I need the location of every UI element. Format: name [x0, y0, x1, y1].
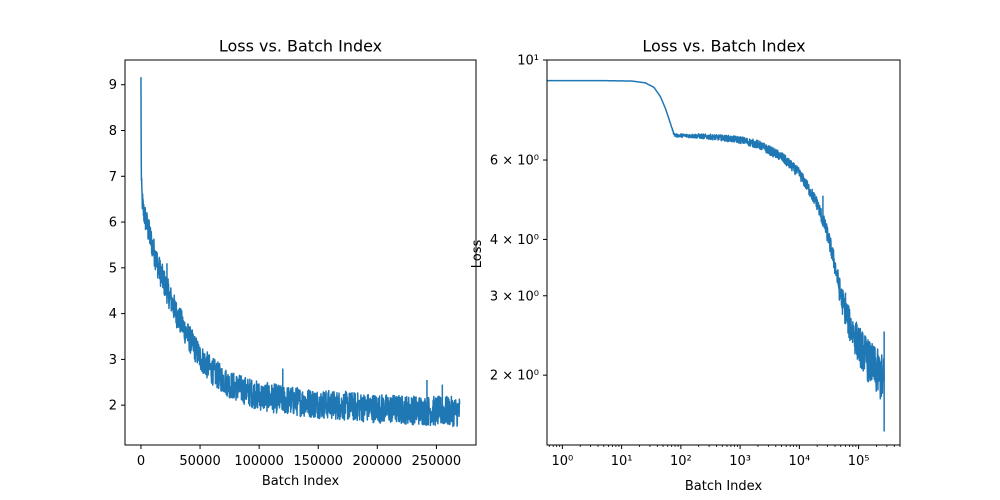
left-x-tick-label: 150000	[293, 454, 343, 469]
left-x-tick-label: 0	[137, 454, 145, 469]
left-y-tick-label: 2	[109, 399, 117, 414]
right-x-tick-label: 10⁰	[551, 454, 573, 469]
left-axes-frame	[124, 59, 477, 446]
right-y-tick-label: 6 × 10⁰	[490, 154, 539, 169]
left-chart: Loss vs. Batch Index 0 50000 100000 150000 2…	[109, 37, 477, 489]
left-y-tick-label: 7	[109, 170, 117, 185]
right-x-tick-label: 10¹	[611, 454, 633, 469]
right-y-ticks: 2 × 10⁰ 3 × 10⁰ 4 × 10⁰ 6 × 10⁰ 10¹	[490, 54, 547, 384]
right-x-tick-label: 10⁴	[788, 454, 810, 469]
right-y-tick-label: 10¹	[517, 54, 539, 69]
right-loss-series-line	[547, 79, 885, 400]
left-y-ticks: 2 3 4 5 6 7 8 9	[109, 78, 125, 414]
left-plot-area	[140, 77, 461, 428]
left-x-tick-label: 100000	[234, 454, 284, 469]
right-axes-frame	[546, 59, 901, 446]
right-y-tick-label: 2 × 10⁰	[490, 369, 539, 384]
right-plot-area	[547, 79, 885, 432]
left-chart-title: Loss vs. Batch Index	[219, 37, 382, 56]
right-chart-title: Loss vs. Batch Index	[642, 37, 805, 56]
right-y-axis-label: Loss	[470, 240, 485, 269]
left-y-tick-label: 6	[109, 216, 117, 231]
left-y-tick-label: 5	[109, 261, 117, 276]
left-y-tick-label: 9	[109, 78, 117, 93]
left-x-axis-label: Batch Index	[262, 474, 340, 489]
left-y-tick-label: 3	[109, 353, 117, 368]
left-x-tick-label: 200000	[352, 454, 402, 469]
right-x-axis-label: Batch Index	[685, 479, 763, 494]
right-y-tick-label: 4 × 10⁰	[490, 233, 539, 248]
left-loss-series-line	[140, 77, 461, 428]
right-x-tick-label: 10³	[729, 454, 751, 469]
right-x-tick-label: 10²	[670, 454, 692, 469]
right-x-ticks: 10⁰ 10¹ 10² 10³ 10⁴ 10⁵	[548, 445, 901, 469]
left-x-ticks: 0 50000 100000 150000 200000 250000	[137, 445, 461, 469]
right-y-tick-label: 3 × 10⁰	[490, 289, 539, 304]
left-y-tick-label: 4	[109, 307, 117, 322]
left-y-tick-label: 8	[109, 124, 117, 139]
right-chart: Loss vs. Batch Index 10⁰ 10¹ 10² 10³ 10⁴ 10⁵ …	[470, 37, 901, 494]
left-x-tick-label: 250000	[412, 454, 462, 469]
left-x-tick-label: 50000	[179, 454, 220, 469]
right-x-tick-label: 10⁵	[848, 454, 870, 469]
